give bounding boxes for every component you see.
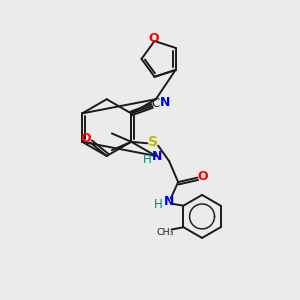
Text: O: O <box>80 133 91 146</box>
Text: N: N <box>160 96 170 109</box>
Text: S: S <box>148 135 158 149</box>
Text: N: N <box>164 195 174 208</box>
Text: O: O <box>197 169 208 183</box>
Text: CH₃: CH₃ <box>157 228 174 237</box>
Text: N: N <box>152 150 163 163</box>
Text: O: O <box>148 32 159 45</box>
Text: H: H <box>154 198 163 211</box>
Text: C: C <box>151 98 159 110</box>
Text: H: H <box>143 153 152 167</box>
